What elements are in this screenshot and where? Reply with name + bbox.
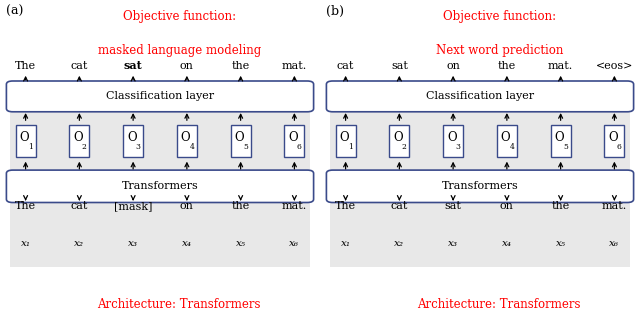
Text: O: O bbox=[500, 131, 510, 144]
Text: x₂: x₂ bbox=[74, 238, 84, 248]
Text: 6: 6 bbox=[617, 143, 622, 151]
Text: 2: 2 bbox=[82, 143, 87, 151]
Text: The: The bbox=[15, 61, 36, 71]
Text: O: O bbox=[234, 131, 244, 144]
FancyBboxPatch shape bbox=[10, 81, 310, 267]
Text: cat: cat bbox=[390, 201, 408, 211]
FancyBboxPatch shape bbox=[123, 125, 143, 157]
FancyBboxPatch shape bbox=[336, 125, 356, 157]
Text: 3: 3 bbox=[456, 143, 461, 151]
Text: cat: cat bbox=[70, 201, 88, 211]
Text: on: on bbox=[446, 61, 460, 71]
Text: 4: 4 bbox=[509, 143, 515, 151]
Text: Objective function:: Objective function: bbox=[443, 10, 556, 23]
FancyBboxPatch shape bbox=[550, 125, 571, 157]
Text: Transformers: Transformers bbox=[122, 181, 198, 191]
Text: 1: 1 bbox=[348, 143, 353, 151]
Text: O: O bbox=[19, 131, 29, 144]
Text: Architecture: Transformers: Architecture: Transformers bbox=[417, 298, 581, 311]
FancyBboxPatch shape bbox=[6, 81, 314, 112]
Text: on: on bbox=[500, 201, 514, 211]
Text: sat: sat bbox=[391, 61, 408, 71]
Text: x₆: x₆ bbox=[609, 238, 620, 248]
Text: Classification layer: Classification layer bbox=[426, 91, 534, 101]
Text: the: the bbox=[232, 61, 250, 71]
Text: Architecture: Transformers: Architecture: Transformers bbox=[97, 298, 261, 311]
Text: cat: cat bbox=[70, 61, 88, 71]
Text: x₅: x₅ bbox=[236, 238, 246, 248]
Text: O: O bbox=[180, 131, 190, 144]
FancyBboxPatch shape bbox=[443, 125, 463, 157]
FancyBboxPatch shape bbox=[326, 81, 634, 112]
Text: 2: 2 bbox=[402, 143, 407, 151]
Text: 4: 4 bbox=[189, 143, 195, 151]
Text: cat: cat bbox=[337, 61, 355, 71]
Text: the: the bbox=[552, 201, 570, 211]
FancyBboxPatch shape bbox=[15, 125, 36, 157]
Text: 5: 5 bbox=[243, 143, 248, 151]
Text: x₄: x₄ bbox=[502, 238, 512, 248]
Text: O: O bbox=[288, 131, 298, 144]
Text: sat: sat bbox=[445, 201, 461, 211]
Text: x₄: x₄ bbox=[182, 238, 192, 248]
FancyBboxPatch shape bbox=[605, 125, 625, 157]
Text: the: the bbox=[232, 201, 250, 211]
Text: mat.: mat. bbox=[548, 61, 573, 71]
Text: on: on bbox=[180, 61, 194, 71]
Text: Next word prediction: Next word prediction bbox=[435, 44, 563, 57]
Text: mat.: mat. bbox=[282, 61, 307, 71]
Text: mat.: mat. bbox=[282, 201, 307, 211]
Text: the: the bbox=[498, 61, 516, 71]
Text: x₃: x₃ bbox=[448, 238, 458, 248]
Text: Objective function:: Objective function: bbox=[123, 10, 236, 23]
FancyBboxPatch shape bbox=[69, 125, 90, 157]
Text: O: O bbox=[339, 131, 349, 144]
Text: [mask]: [mask] bbox=[114, 201, 152, 211]
Text: 5: 5 bbox=[563, 143, 568, 151]
Text: O: O bbox=[73, 131, 83, 144]
Text: Transformers: Transformers bbox=[442, 181, 518, 191]
FancyBboxPatch shape bbox=[177, 125, 197, 157]
Text: (a): (a) bbox=[6, 5, 24, 18]
Text: x₁: x₁ bbox=[340, 238, 351, 248]
Text: x₆: x₆ bbox=[289, 238, 300, 248]
FancyBboxPatch shape bbox=[6, 170, 314, 202]
Text: The: The bbox=[335, 201, 356, 211]
FancyBboxPatch shape bbox=[390, 125, 410, 157]
Text: x₁: x₁ bbox=[20, 238, 31, 248]
FancyBboxPatch shape bbox=[326, 170, 634, 202]
FancyBboxPatch shape bbox=[285, 125, 305, 157]
Text: O: O bbox=[447, 131, 456, 144]
Text: mat.: mat. bbox=[602, 201, 627, 211]
Text: 6: 6 bbox=[297, 143, 302, 151]
Text: x₂: x₂ bbox=[394, 238, 404, 248]
Text: on: on bbox=[180, 201, 194, 211]
FancyBboxPatch shape bbox=[497, 125, 517, 157]
Text: 1: 1 bbox=[28, 143, 33, 151]
FancyBboxPatch shape bbox=[231, 125, 250, 157]
Text: The: The bbox=[15, 201, 36, 211]
Text: O: O bbox=[393, 131, 403, 144]
Text: masked language modeling: masked language modeling bbox=[97, 44, 261, 57]
FancyBboxPatch shape bbox=[330, 81, 630, 267]
Text: x₃: x₃ bbox=[128, 238, 138, 248]
Text: (b): (b) bbox=[326, 5, 344, 18]
Text: sat: sat bbox=[124, 60, 143, 71]
Text: <eos>: <eos> bbox=[596, 61, 633, 71]
Text: O: O bbox=[127, 131, 136, 144]
Text: 3: 3 bbox=[136, 143, 141, 151]
Text: Classification layer: Classification layer bbox=[106, 91, 214, 101]
Text: O: O bbox=[554, 131, 564, 144]
Text: x₅: x₅ bbox=[556, 238, 566, 248]
Text: O: O bbox=[608, 131, 618, 144]
